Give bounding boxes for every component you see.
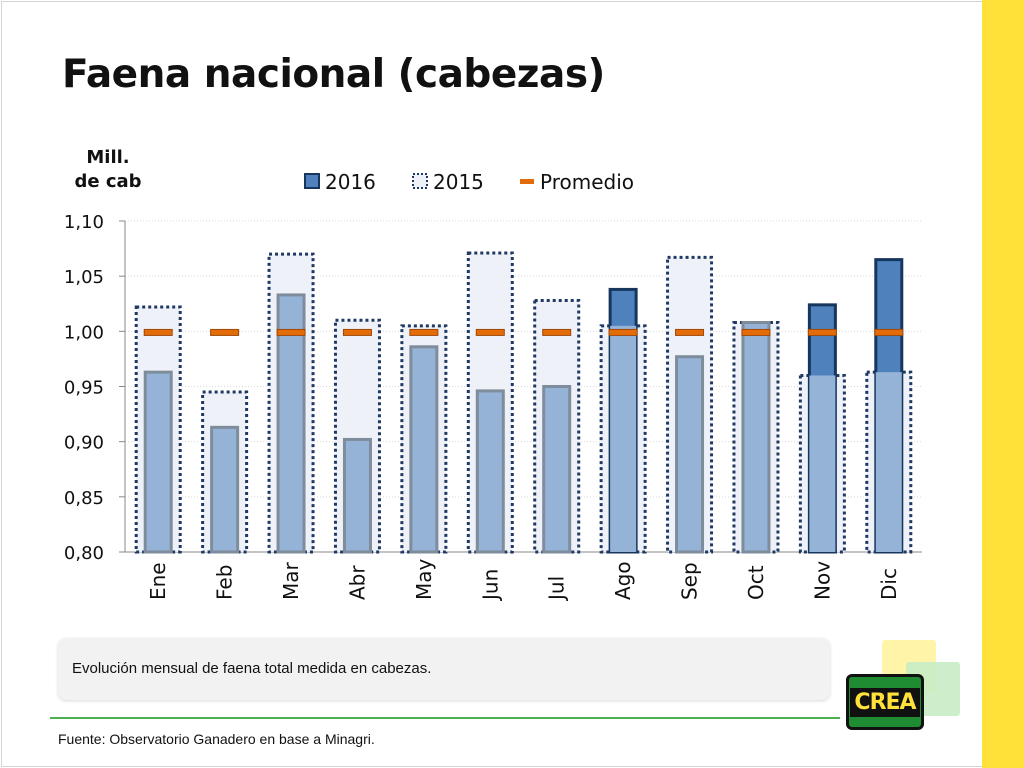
- legend-swatch-2015: [412, 173, 428, 189]
- bar-2016-overlap: [610, 325, 637, 552]
- promedio-marker: [608, 328, 638, 336]
- bar-2016: [276, 293, 306, 554]
- promedio-marker: [409, 328, 439, 336]
- caption-text: Evolución mensual de faena total medida …: [72, 660, 432, 677]
- bar-2016-overlap: [875, 372, 902, 552]
- accent-bar: [982, 0, 1024, 768]
- x-tick-label: May: [412, 558, 436, 600]
- promedio-marker: [542, 328, 572, 336]
- x-tick-label: Abr: [345, 565, 369, 600]
- promedio-marker: [276, 328, 306, 336]
- y-tick-label: 0,95: [64, 378, 104, 399]
- x-tick-label: Jun: [478, 569, 502, 602]
- bar-2016-overlap: [809, 375, 836, 552]
- x-tick-label: Ago: [611, 561, 635, 600]
- bar-2016: [741, 321, 771, 554]
- slide-title: Faena nacional (cabezas): [62, 52, 605, 97]
- x-tick-label: Oct: [744, 565, 768, 600]
- legend-swatch-promedio: [520, 179, 534, 184]
- legend-swatch-2016: [304, 173, 320, 189]
- bar-2016: [409, 345, 439, 554]
- y-tick-label: 0,80: [64, 543, 104, 564]
- y-tick-label: 0,90: [64, 433, 104, 454]
- promedio-marker: [475, 328, 505, 336]
- bar-2016: [542, 385, 572, 554]
- x-tick-label: Jul: [545, 576, 569, 602]
- source-text: Fuente: Observatorio Ganadero en base a …: [58, 731, 375, 747]
- bar-2016: [675, 355, 705, 554]
- logo-text: CREA: [850, 687, 920, 717]
- y-tick-label: 1,00: [64, 322, 104, 343]
- y-tick-label: 0,85: [64, 488, 104, 509]
- promedio-marker: [741, 328, 771, 336]
- y-axis-unit: Mill. de cab: [64, 146, 152, 194]
- legend-label: 2016: [325, 170, 376, 194]
- x-tick-label: Nov: [810, 561, 834, 600]
- promedio-marker: [210, 328, 240, 336]
- promedio-marker: [874, 328, 904, 336]
- bar-2016: [475, 389, 505, 554]
- legend-label: 2015: [433, 170, 484, 194]
- unit-line-1: Mill.: [86, 147, 130, 168]
- legend-label: Promedio: [540, 170, 634, 194]
- bar-2016: [210, 425, 240, 554]
- x-tick-label: Feb: [213, 565, 237, 600]
- crea-logo: CREA: [846, 674, 924, 730]
- y-tick-label: 1,10: [64, 212, 104, 233]
- bar-chart: 1,10 1,05 1,00 0,95 0,90 0,85 0,80 Ene Feb Mar Abr…: [64, 170, 922, 602]
- caption-box: Evolución mensual de faena total medida …: [58, 638, 830, 700]
- promedio-marker: [675, 328, 705, 336]
- x-tick-label: Ene: [146, 562, 170, 600]
- bar-2016: [143, 370, 173, 554]
- x-tick-label: Mar: [279, 561, 303, 600]
- x-tick-label: Sep: [678, 562, 702, 600]
- y-tick-label: 1,05: [64, 267, 104, 288]
- promedio-marker: [807, 328, 837, 336]
- unit-line-2: de cab: [74, 171, 142, 192]
- bar-2016: [342, 437, 372, 554]
- x-tick-label: Dic: [877, 568, 901, 600]
- divider: [50, 717, 840, 719]
- promedio-marker: [143, 328, 173, 336]
- promedio-marker: [342, 328, 372, 336]
